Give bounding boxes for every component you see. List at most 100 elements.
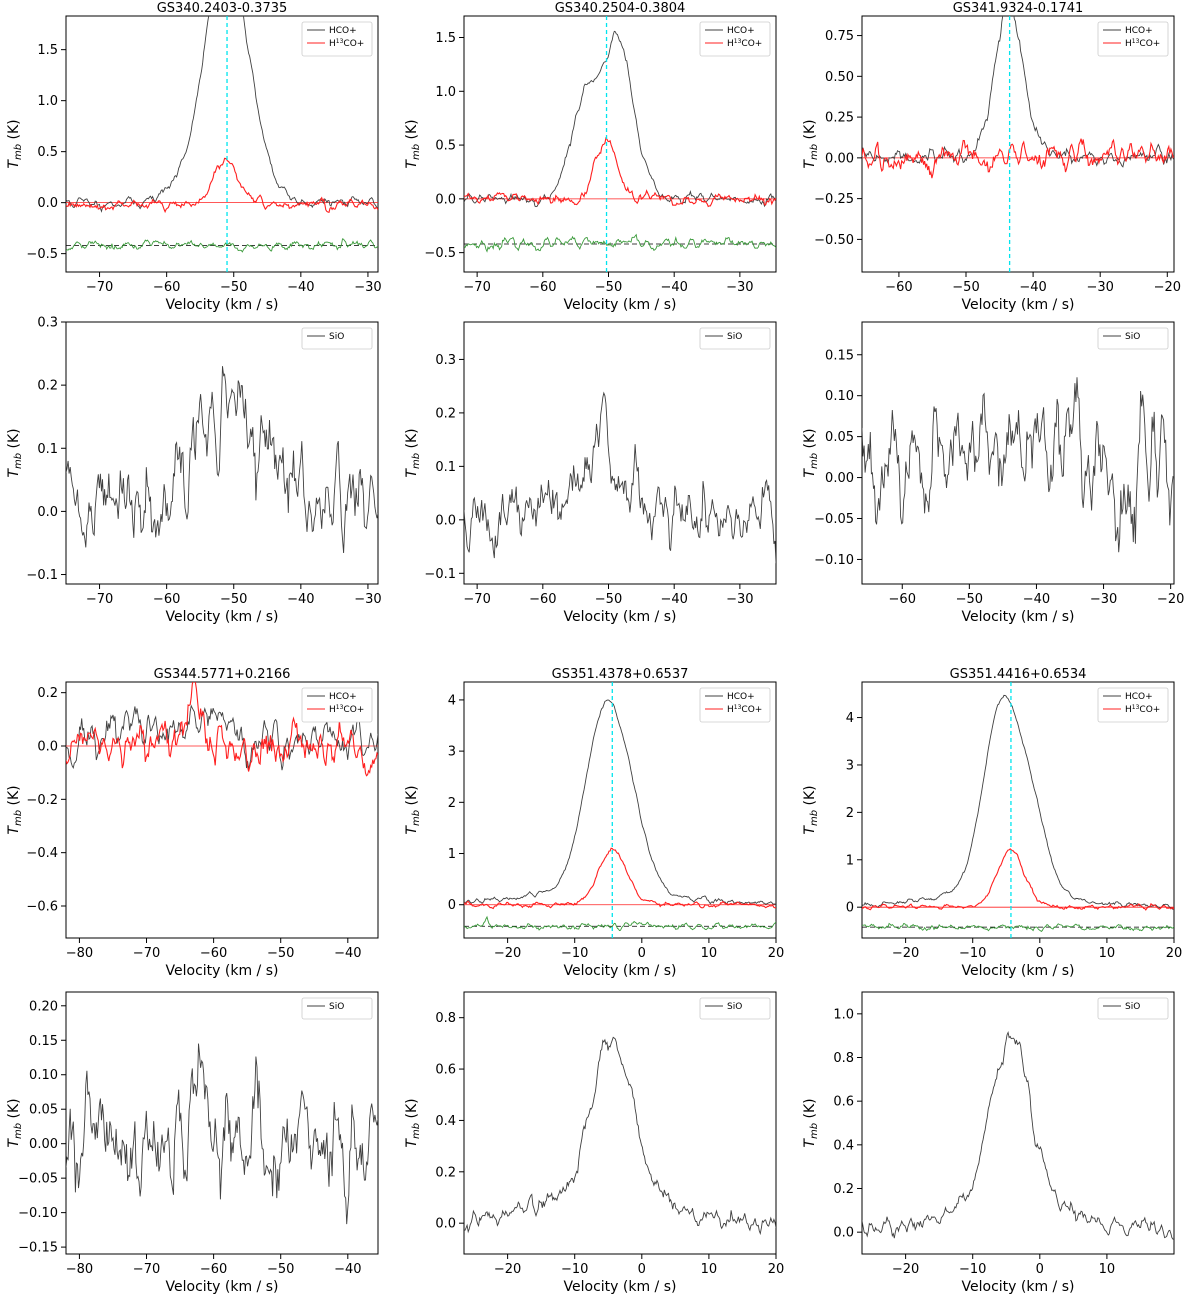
y-axis-label: Tmb (K) (6, 119, 24, 168)
y-axis-label: Tmb (K) (6, 428, 24, 477)
legend-box (301, 997, 373, 1020)
y-axis-label: Tmb (K) (802, 428, 820, 477)
y-tick-label: −0.1 (424, 567, 456, 582)
y-tick-label: 0.0 (435, 513, 456, 528)
y-axis-label: Tmb (K) (404, 785, 422, 834)
y-axis-label: Tmb (K) (404, 119, 422, 168)
sio-spectrum-line (862, 1031, 1174, 1240)
spectrum-panel: GS351.4378+0.6537 −20 −10 0 10 20 0 1 2 3 4 Velocit… (404, 667, 784, 979)
y-tick-label: −0.6 (26, 900, 58, 915)
plot-frame (861, 15, 1175, 273)
legend-box (1097, 997, 1169, 1020)
x-tick-label: −10 (561, 946, 588, 961)
spectrum-panel: −20 −10 0 10 20 0.0 0.2 0.4 0.6 0.8 Velocity (km /… (404, 991, 784, 1295)
spectrum-panel: GS340.2504-0.3804 −70 −60 −50 −40 −30 −0.5 0.0 0… (404, 1, 777, 313)
y-axis-label: Tmb (K) (6, 785, 24, 834)
plot-frame (861, 991, 1175, 1255)
legend: HCO+ H13CO+ (301, 21, 373, 57)
y-tick-label: 0.15 (825, 348, 854, 363)
y-tick-label: 0.4 (833, 1138, 854, 1153)
y-axis-label: Tmb (K) (6, 1098, 24, 1147)
legend-label: HCO+ (1125, 26, 1153, 36)
y-tick-label: 1.5 (435, 31, 456, 46)
plot-frame (65, 991, 379, 1255)
legend: HCO+ H13CO+ (1097, 21, 1169, 57)
x-tick-label: −30 (726, 592, 753, 607)
x-tick-label: −10 (959, 946, 986, 961)
y-tick-label: 0.00 (825, 151, 854, 166)
legend-label: H13CO+ (1125, 704, 1160, 715)
y-tick-label: 0 (846, 901, 854, 916)
y-tick-label: 0.0 (435, 1217, 456, 1232)
legend: HCO+ H13CO+ (1097, 687, 1169, 723)
y-tick-label: 2 (846, 806, 854, 821)
x-tick-label: 10 (1099, 1262, 1116, 1277)
y-tick-label: 0.2 (435, 1165, 456, 1180)
legend-label: H13CO+ (329, 704, 364, 715)
legend: SiO (301, 997, 373, 1020)
legend-label: HCO+ (727, 26, 755, 36)
x-tick-label: −30 (726, 280, 753, 295)
spectrum-panel: GS340.2403-0.3735 −70 −60 −50 −40 −30 −0.5 0.0 0… (6, 1, 382, 313)
legend-label: SiO (727, 332, 742, 342)
spectrum-panel: −80 −70 −60 −50 −40 −0.15 −0.10 −0.05 0.00 0.05 0.… (6, 991, 379, 1295)
y-tick-label: 0.10 (29, 1068, 58, 1083)
x-tick-label: −40 (287, 592, 314, 607)
y-tick-label: 0.2 (833, 1182, 854, 1197)
legend-label: SiO (329, 1002, 344, 1012)
x-tick-label: −20 (494, 1262, 521, 1277)
legend: SiO (1097, 997, 1169, 1020)
x-tick-label: −40 (1019, 280, 1046, 295)
y-tick-label: 1.5 (37, 43, 58, 58)
x-tick-label: 0 (638, 946, 646, 961)
x-tick-label: −20 (494, 946, 521, 961)
x-tick-label: −20 (892, 946, 919, 961)
hco-spectrum-line (862, 694, 1174, 911)
y-tick-label: 0.5 (435, 139, 456, 154)
legend-box (699, 327, 771, 350)
y-tick-label: 0.3 (435, 353, 456, 368)
residual-spectrum-line (862, 922, 1174, 932)
y-tick-label: 0.0 (833, 1226, 854, 1241)
spectrum-panel: −20 −10 0 10 0.0 0.2 0.4 0.6 0.8 1.0 Velocity (km … (802, 991, 1175, 1295)
x-tick-label: −40 (334, 946, 361, 961)
residual-spectrum-line (66, 238, 378, 253)
x-tick-label: −20 (892, 1262, 919, 1277)
sio-spectrum-line (464, 1036, 776, 1236)
y-tick-label: −0.05 (814, 512, 854, 527)
h13co-spectrum-line (862, 138, 1174, 179)
x-tick-label: −70 (133, 1262, 160, 1277)
legend-box (301, 327, 373, 350)
x-axis-label: Velocity (km / s) (166, 297, 279, 313)
sio-spectrum-line (66, 1043, 378, 1225)
legend-box (699, 997, 771, 1020)
x-tick-label: −70 (463, 280, 490, 295)
x-tick-label: −10 (561, 1262, 588, 1277)
y-tick-label: 0.8 (435, 1011, 456, 1026)
x-tick-label: −30 (1090, 592, 1117, 607)
y-tick-label: 0.0 (435, 192, 456, 207)
h13co-spectrum-line (464, 847, 776, 910)
x-tick-label: −30 (1086, 280, 1113, 295)
plot-frame (463, 321, 777, 585)
x-tick-label: 10 (701, 1262, 718, 1277)
x-tick-label: −60 (529, 592, 556, 607)
residual-spectrum-line (464, 233, 776, 253)
legend-label: H13CO+ (727, 704, 762, 715)
y-axis-label: Tmb (K) (802, 119, 820, 168)
sio-spectrum-line (862, 377, 1174, 553)
x-tick-label: −40 (660, 592, 687, 607)
legend-label: SiO (1125, 332, 1140, 342)
spectrum-panel: GS351.4416+0.6534 −20 −10 0 10 20 0 1 2 3 4 Velocit… (802, 667, 1182, 979)
x-tick-label: −20 (1157, 592, 1184, 607)
y-tick-label: −0.50 (814, 233, 854, 248)
legend-label: H13CO+ (329, 38, 364, 49)
y-tick-label: 0.2 (37, 686, 58, 701)
x-axis-label: Velocity (km / s) (962, 1279, 1075, 1295)
legend: SiO (301, 327, 373, 350)
y-tick-label: 0.00 (29, 1137, 58, 1152)
y-tick-label: 0.8 (833, 1051, 854, 1066)
spectrum-panel: GS341.9324-0.1741 −60 −50 −40 −30 −20 −0.50 −0.… (802, 1, 1181, 313)
y-tick-label: −0.25 (814, 192, 854, 207)
hco-spectrum-line (464, 30, 776, 208)
